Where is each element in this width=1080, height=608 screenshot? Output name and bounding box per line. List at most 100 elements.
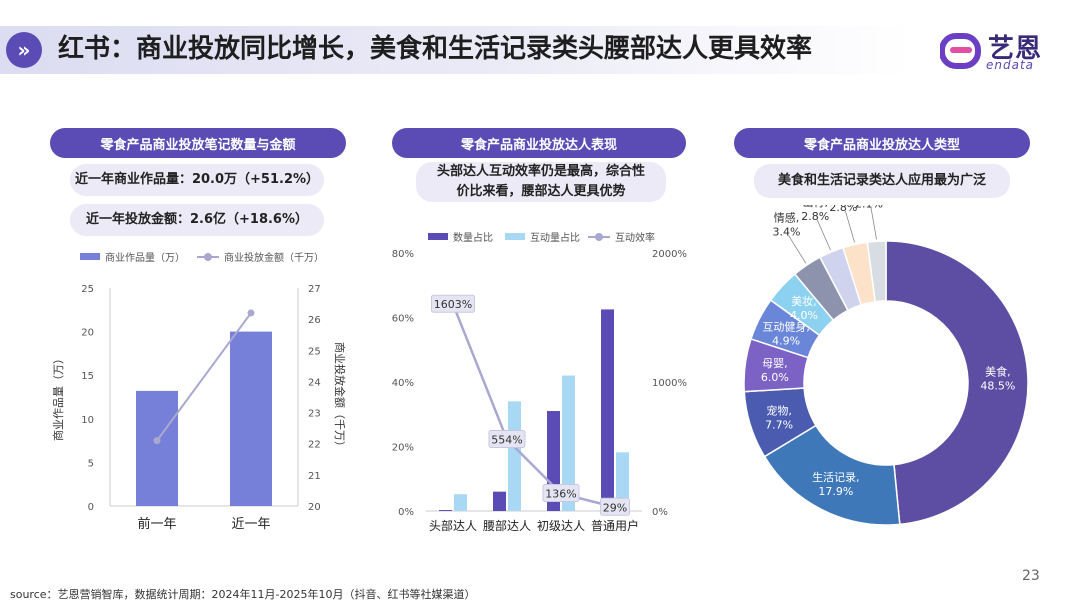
logo-text: 艺恩 [988, 34, 1043, 64]
endata-logo [940, 33, 981, 69]
slice-label: 美妆, [791, 295, 817, 308]
y-tick-label: 5 [88, 458, 94, 469]
y2-tick-label: 2000% [652, 249, 687, 260]
legend-label: 商业作品量（万） [105, 253, 185, 264]
leader-line [845, 210, 856, 243]
y-axis-title: 商业作品量（万） [51, 353, 65, 441]
double-chevron-right-icon: » [6, 32, 42, 68]
stat-works: 近一年商业作品量：20.0万（+51.2%） [70, 164, 324, 196]
y-tick-label: 80% [392, 249, 414, 260]
leader-line [788, 235, 807, 264]
data-label-box [431, 294, 475, 313]
x-tick-label: 近一年 [231, 517, 270, 532]
y2-tick-label: 23 [308, 409, 321, 420]
legend-label: 互动效率 [615, 233, 655, 244]
bar [230, 331, 272, 506]
x-tick-label: 初级达人 [537, 519, 585, 533]
slice-label: 出行, [803, 205, 829, 209]
legend-swatch-bar [428, 233, 448, 240]
series-line [451, 303, 616, 509]
middle-note-line: 价比来看，腰部达人更具优势 [456, 184, 626, 199]
legend-swatch-bar [505, 233, 525, 240]
header-bar [0, 26, 910, 74]
donut-chart: 美食,48.5% 生活记录,17.9% 宠物,7.7% 母婴,6.0% 互动健身,4.9… [743, 205, 1029, 526]
bar [439, 510, 452, 511]
slice-value: 7.7% [765, 418, 793, 431]
y-tick-label: 25 [81, 284, 94, 295]
legend-swatch-line [588, 232, 610, 241]
y2-tick-label: 21 [308, 471, 321, 482]
left-combo-chart: 0 5 10 15 20 25 20 21 22 23 24 25 26 27 前一年 近一年 商业作品量（万）… [51, 284, 347, 532]
y-tick-label: 20% [392, 443, 414, 454]
bar [454, 494, 467, 511]
slice-label: 宠物, [766, 403, 792, 417]
legend-label: 互动量占比 [530, 233, 580, 244]
right-section-pill: 零食产品商业投放达人类型 [734, 128, 1030, 158]
y2-tick-label: 25 [308, 346, 321, 357]
slice-label: 母婴, [762, 357, 788, 370]
right-note: 美食和生活记录类达人应用最为广泛 [754, 164, 1010, 198]
y2-tick-label: 27 [308, 284, 321, 295]
left-section-pill: 零食产品商业投放笔记数量与金额 [50, 128, 346, 158]
slice-value: 4.0% [790, 309, 818, 322]
bar [562, 375, 575, 511]
bar [616, 452, 629, 511]
legend-swatch-line [197, 252, 219, 261]
line-point [153, 437, 161, 445]
leader-line [870, 207, 877, 240]
y2-tick-label: 0% [652, 507, 668, 518]
x-tick-label: 普通用户 [591, 518, 639, 533]
x-tick-label: 前一年 [137, 516, 176, 532]
bar [601, 309, 614, 511]
y2-tick-label: 24 [308, 377, 321, 388]
x-tick-label: 头部达人 [429, 518, 477, 533]
slice-value: 6.0% [761, 371, 789, 384]
y2-tick-label: 1000% [652, 378, 687, 389]
slice-value: 3.4% [773, 225, 801, 238]
data-label: 136% [545, 487, 576, 500]
bar [493, 491, 506, 511]
x-tick-label: 腰部达人 [483, 518, 531, 533]
pie-slice [885, 240, 1029, 526]
middle-note-line: 头部达人互动效率仍是最高，综合性 [436, 164, 645, 179]
series-line [156, 312, 252, 442]
y-tick-label: 0 [88, 502, 94, 513]
left-legend: 商业作品量（万） 商业投放金额（千万） [80, 249, 324, 264]
source-note: source：艺恩营销智库，数据统计周期：2024年11月-2025年10月（抖… [10, 588, 476, 601]
slice-value: 48.5% [980, 380, 1015, 393]
legend-label: 数量占比 [453, 233, 493, 244]
data-label: 1603% [434, 298, 472, 311]
pie-slice [866, 240, 887, 303]
data-label-box [600, 497, 630, 516]
slice-label: 情感, [774, 211, 800, 224]
logo-subtitle: endata [986, 58, 1035, 72]
slice-value: 2.8% [801, 210, 829, 223]
data-label: 29% [603, 501, 627, 514]
leader-line [816, 219, 831, 251]
middle-note: 头部达人互动效率仍是最高，综合性 价比来看，腰部达人更具优势 [416, 162, 666, 202]
slice-value: 2.8% [829, 205, 857, 214]
data-label-box [542, 483, 580, 502]
slice-value: 2.1% [855, 205, 883, 210]
page-title: 红书：商业投放同比增长，美食和生活记录类头腰部达人更具效率 [58, 34, 813, 64]
bar [136, 390, 178, 506]
legend-label: 商业投放金额（千万） [224, 253, 324, 264]
slice-label: 互动健身, [762, 319, 810, 333]
y-tick-label: 60% [392, 314, 414, 325]
y-tick-label: 15 [81, 371, 94, 382]
page-number: 23 [1022, 568, 1040, 584]
data-label: 554% [491, 434, 522, 447]
slice-value: 4.9% [772, 334, 800, 347]
y-tick-label: 0% [398, 507, 414, 518]
y2-axis-title: 商业投放金额（千万） [333, 342, 347, 452]
legend-swatch-bar [80, 253, 100, 260]
data-label-box [488, 430, 526, 449]
slice-label: 生活记录, [812, 470, 860, 484]
slice-label: 美食, [985, 365, 1011, 379]
y2-tick-label: 22 [308, 440, 321, 451]
slice-value: 17.9% [818, 485, 853, 498]
middle-combo-chart: 0% 20% 40% 60% 80% 0% 1000% 2000% 头部达人 腰部达人 初级达人 普通… [392, 249, 687, 533]
y2-tick-label: 26 [308, 315, 321, 326]
y-tick-label: 20 [81, 328, 94, 339]
stat-spend: 近一年投放金额：2.6亿（+18.6%） [70, 204, 324, 236]
